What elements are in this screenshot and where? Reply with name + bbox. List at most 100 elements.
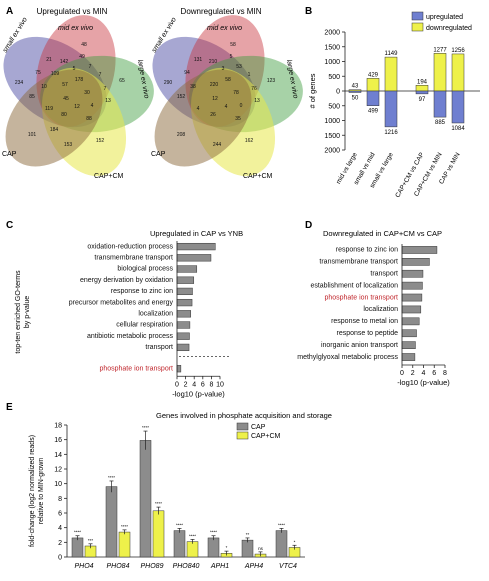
panel-c-letter: C: [6, 220, 13, 231]
b-bar-downregulated-count: [384, 90, 398, 128]
e-gene-label: APH4: [244, 563, 263, 570]
go-term-label: localization: [138, 310, 173, 317]
legend-cap-label: CAP: [251, 424, 266, 431]
venn-up-number: 65: [119, 78, 125, 84]
go-term-bar: [401, 258, 430, 266]
panel-d-letter: D: [305, 220, 312, 231]
b-y-tick-label: 1000: [324, 118, 340, 125]
venn-up-label-mid: mid ex vivo: [58, 25, 93, 32]
legend-upregulated-label: upregulated: [426, 14, 463, 21]
go-term-bar: [401, 269, 424, 278]
venn-down-number: 53: [236, 64, 242, 70]
e-bar-capcm: [152, 510, 165, 558]
panel-c-side-label: top-ten enriched GO-terms by p-value: [15, 270, 31, 354]
b-bar-value-label: 1256: [451, 48, 465, 54]
venn-down-number: 210: [209, 59, 218, 65]
venn-down-number: 123: [267, 78, 276, 84]
e-significance-label: *: [226, 545, 228, 550]
legend-capcm-label: CAP+CM: [251, 433, 281, 440]
e-significance-label: ****: [176, 522, 183, 527]
e-y-tick-label: 18: [54, 423, 62, 430]
venn-down-number: 26: [210, 112, 216, 118]
go-term-label: precursor metabolites and energy: [69, 299, 174, 306]
venn-up-number: 57: [62, 82, 68, 88]
go-term-label: inorganic anion transport: [321, 342, 398, 349]
go-term-label: response to peptide: [337, 330, 399, 337]
e-significance-label: ***: [88, 538, 94, 543]
e-bar-capcm: [118, 531, 131, 558]
b-bar-downregulated-count: [451, 90, 465, 124]
b-y-tick-label: 0: [336, 89, 340, 96]
venn-up-number: 7: [99, 72, 102, 78]
b-bar-upregulated-count: [433, 53, 447, 92]
e-significance-label: *: [294, 539, 296, 544]
venn-down-number: 162: [245, 138, 254, 144]
b-bar-downregulated-count: [433, 90, 447, 118]
e-bar-cap: [207, 537, 220, 558]
e-bar-cap: [275, 530, 288, 558]
venn-down-number: 208: [177, 132, 186, 138]
go-term-bar: [401, 317, 420, 326]
venn-down-number: 5: [230, 54, 233, 60]
go-term-label: phosphate ion transport: [324, 294, 398, 301]
go-term-bar: [401, 353, 416, 361]
panel-e-letter: E: [6, 402, 13, 413]
venn-up-number: 10: [41, 84, 47, 90]
go-term-bar: [401, 341, 416, 349]
x-tick-label: 2: [411, 370, 415, 377]
panel-d: D Downregulated in CAP+CM vs CAP respons…: [297, 220, 450, 387]
b-y-axis-label: # of genes: [308, 73, 317, 108]
venn-down-number: 220: [210, 82, 219, 88]
b-y-tick-label: 500: [328, 103, 340, 110]
x-tick-label: 6: [432, 370, 436, 377]
go-term-label: response to zinc ion: [111, 288, 173, 295]
go-term-bar: [401, 329, 417, 338]
venn-down-number: 244: [213, 142, 222, 148]
e-y-tick-label: 12: [54, 467, 62, 474]
go-term-label: antibiotic metabolic process: [87, 333, 173, 340]
b-bar-value-label: 43: [352, 84, 359, 90]
b-bar-upregulated-count: [415, 85, 429, 92]
go-term-label: methylglyoxal metabolic process: [297, 354, 398, 361]
panel-c-side-label-line2: by p-value: [24, 296, 31, 328]
go-term-label: transport: [370, 271, 398, 278]
venn-down-number: 3: [222, 66, 225, 72]
e-bar-cap: [139, 440, 152, 558]
venn-up-number: 88: [86, 116, 92, 122]
e-bar-cap: [241, 539, 254, 558]
venn-up-number: 184: [50, 127, 59, 133]
venn-up-numbers: 48 234 75 21 142 5 109 49 7 7 85 10 57 1…: [15, 42, 125, 148]
b-bar-value-label: 429: [368, 72, 379, 78]
venn-up-number: 101: [28, 132, 37, 138]
e-gene-label: PHO4: [74, 563, 93, 570]
go-term-label: response to zinc ion: [336, 247, 398, 254]
venn-up-number: 49: [79, 54, 85, 60]
go-term-label: transmembrane transport: [94, 254, 173, 261]
venn-down-number: 58: [230, 42, 236, 48]
panel-d-plot: response to zinc ion transmembrane transp…: [297, 244, 450, 387]
go-term-label: oxidation-reduction process: [87, 243, 173, 250]
b-y-tick-label: 2000: [324, 30, 340, 37]
go-term-bar: [176, 310, 192, 318]
venn-down-numbers: 58 290 94 131 210 3 5 53 152 38 220 58 1…: [164, 42, 276, 148]
x-tick-label: 10: [216, 381, 224, 388]
e-significance-label: ****: [155, 501, 162, 506]
venn-up-number: 4: [91, 103, 94, 109]
panel-c-title: Upregulated in CAP vs YNB: [150, 229, 243, 238]
b-bar-value-label: 885: [435, 120, 446, 126]
venn-down-number: 76: [251, 86, 257, 92]
venn-up-number: 153: [64, 142, 73, 148]
venn-upregulated: Upregulated vs MIN small ex vivo mid ex …: [2, 7, 154, 180]
e-significance-label: ****: [142, 425, 149, 430]
b-y-tick-label: 1500: [324, 44, 340, 51]
legend-capcm-swatch: [236, 431, 249, 440]
go-term-label: cellular respiration: [116, 322, 173, 329]
go-term-bar: [176, 287, 193, 296]
e-y-tick-label: 14: [54, 452, 62, 459]
venn-up-number: 80: [61, 112, 67, 118]
go-term-bar: [401, 293, 423, 302]
venn-up-number: 7: [104, 86, 107, 92]
panel-c: C Upregulated in CAP vs YNB top-ten enri…: [6, 220, 243, 398]
go-term-label: response to metal ion: [331, 318, 398, 325]
venn-up-number: 75: [35, 70, 41, 76]
